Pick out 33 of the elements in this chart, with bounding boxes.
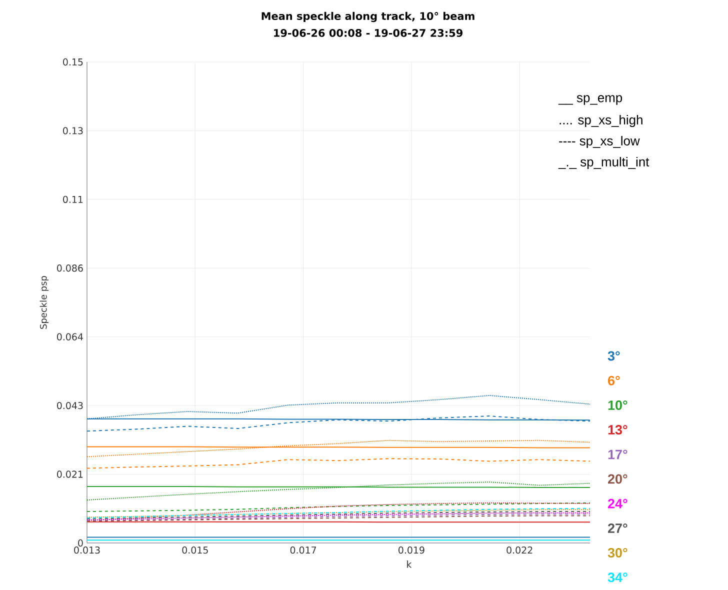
annotation: .... sp_xs_high (560, 114, 642, 128)
y-tick-label: 0.043 (57, 402, 83, 410)
series-label: 27° (608, 523, 628, 533)
y-axis-title: Speckle psp (40, 276, 48, 329)
series-label: 24° (608, 498, 628, 508)
text: 17° (608, 450, 628, 460)
x-axis-title: k (407, 560, 412, 568)
y-tick-label: 0.064 (57, 333, 83, 340)
chart-title: Mean speckle along track, 10° beam (262, 12, 474, 22)
line-series (87, 482, 590, 501)
text: 20° (608, 474, 628, 484)
y-tick-label: 0.13 (63, 127, 83, 134)
text: 13° (608, 425, 628, 435)
y-tick-label: 0.021 (57, 470, 83, 478)
y-tick-label: 0 (78, 539, 83, 547)
annotation: _._ sp_multi_int (558, 156, 650, 170)
text: 10° (608, 400, 628, 410)
text: 30° (608, 548, 628, 558)
x-tick-label: 0.017 (290, 546, 316, 554)
text: 6° (608, 376, 620, 386)
x-tick-label: 0.019 (398, 546, 424, 554)
y-tick-label: 0.11 (63, 196, 83, 204)
text: 3° (608, 351, 620, 361)
text: 34° (608, 572, 628, 582)
annotation: __ sp_emp (558, 95, 622, 105)
x-tick-label: 0.022 (506, 546, 532, 554)
x-tick-label: 0.013 (74, 546, 100, 554)
y-tick-label: 0.15 (63, 58, 83, 66)
line-series (87, 458, 590, 469)
x-tick-label: 0.015 (182, 546, 208, 554)
chart-subtitle: 19-06-26 00:08 - 19-06-27 23:59 (274, 29, 462, 37)
y-tick-label: 0.086 (57, 264, 83, 272)
annotation: ---- sp_xs_low (559, 136, 640, 148)
